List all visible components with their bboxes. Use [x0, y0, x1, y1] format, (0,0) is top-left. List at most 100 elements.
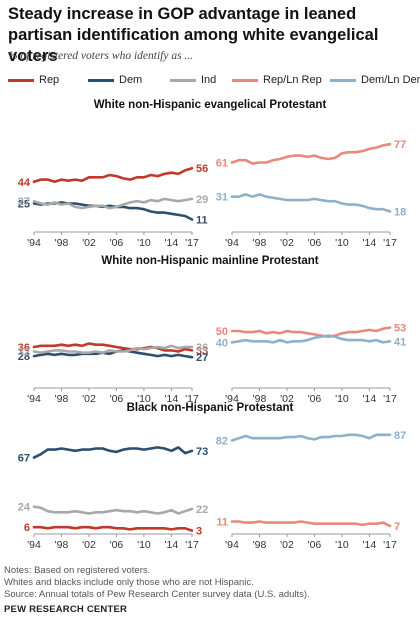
series-line-dem: [32, 201, 194, 221]
x-tick-label: '10: [335, 237, 349, 249]
panel-2: '94 '98 '02 '06 '10 '14 '17 61 77 31 18: [216, 139, 407, 249]
series-line-ind: [32, 344, 194, 355]
note-2: Whites and blacks include only those who…: [4, 577, 254, 588]
x-tick-label: '14: [363, 237, 377, 249]
x-tick-label: '17: [383, 393, 397, 405]
x-tick-label: '17: [383, 539, 397, 551]
panel-title-black: Black non-Hispanic Protestant: [126, 402, 294, 414]
x-tick-label: '02: [82, 237, 96, 249]
start-label-rep-ln-rep: 61: [216, 157, 228, 169]
x-tick-label: '94: [225, 539, 239, 551]
end-label-dem: 27: [196, 352, 208, 364]
legend-label-dem: Dem: [119, 74, 143, 86]
end-label-dem: 11: [196, 214, 208, 226]
x-tick-label: '02: [280, 539, 294, 551]
x-tick-label: '10: [137, 393, 151, 405]
note-1: Notes: Based on registered voters.: [4, 565, 151, 576]
note-3: Source: Annual totals of Pew Research Ce…: [4, 589, 310, 600]
x-tick-label: '98: [253, 237, 267, 249]
x-tick-label: '06: [308, 237, 322, 249]
x-tick-label: '17: [383, 237, 397, 249]
start-label-ind: 27: [18, 196, 30, 208]
start-label-dem-ln-dem: 31: [216, 192, 228, 204]
x-tick-label: '98: [253, 393, 267, 405]
x-tick-label: '14: [165, 237, 179, 249]
x-tick-label: '14: [165, 539, 179, 551]
end-label-dem-ln-dem: 87: [394, 430, 406, 442]
x-tick-label: '06: [308, 539, 322, 551]
start-label-ind: 24: [18, 502, 31, 514]
legend: Rep Dem Ind Rep/Ln Rep Dem/Ln Dem: [0, 74, 420, 90]
chart-subtitle: % of registered voters who identify as .…: [8, 50, 194, 62]
notes: Notes: Based on registered voters. White…: [4, 565, 414, 601]
start-label-rep: 44: [18, 177, 31, 189]
end-label-rep-ln-rep: 7: [394, 521, 400, 533]
legend-item-dem: Dem: [88, 74, 142, 86]
x-tick-label: '98: [55, 237, 69, 249]
series-line-dem-ln-dem: [230, 193, 392, 213]
legend-label-rep: Rep: [39, 74, 60, 86]
x-tick-label: '02: [280, 393, 294, 405]
x-tick-label: '17: [185, 539, 199, 551]
x-tick-label: '98: [253, 539, 267, 551]
panel-title-mainline: White non-Hispanic mainline Protestant: [101, 255, 319, 267]
x-tick-label: '10: [335, 539, 349, 551]
x-tick-label: '14: [363, 539, 377, 551]
brand-logo-text: PEW RESEARCH CENTER: [4, 604, 128, 615]
end-label-ind: 22: [196, 504, 208, 516]
legend-label-dem-ln-dem: Dem/Ln Dem: [361, 74, 420, 86]
series-line-dem-ln-dem: [230, 334, 392, 344]
x-tick-label: '06: [308, 393, 322, 405]
x-tick-label: '06: [110, 393, 124, 405]
panel-5: '94 '98 '02 '06 '10 '14 '17 6 3 67 73 24 22: [18, 446, 209, 551]
x-tick-label: '94: [27, 393, 41, 405]
end-label-ind: 29: [196, 194, 208, 206]
end-label-rep-ln-rep: 53: [394, 323, 406, 335]
x-tick-label: '17: [185, 393, 199, 405]
x-tick-label: '94: [225, 237, 239, 249]
x-tick-label: '10: [137, 237, 151, 249]
series-line-ind: [32, 197, 194, 210]
start-label-rep: 6: [24, 522, 30, 534]
end-label-rep-ln-rep: 77: [394, 139, 406, 151]
start-label-rep: 36: [18, 342, 30, 354]
series-line-rep: [32, 525, 194, 532]
series-line-dem-ln-dem: [230, 433, 392, 442]
series-line-rep-ln-rep: [230, 520, 392, 528]
x-tick-label: '02: [82, 539, 96, 551]
end-label-dem-ln-dem: 41: [394, 336, 406, 348]
start-label-dem-ln-dem: 82: [216, 436, 228, 448]
legend-swatch-ind: [170, 78, 196, 82]
legend-item-rep: Rep: [8, 74, 59, 86]
end-label-dem: 73: [196, 446, 208, 458]
start-label-ind: 32: [18, 347, 30, 359]
x-tick-label: '17: [185, 237, 199, 249]
panel-1: '94 '98 '02 '06 '10 '14 '17 44 56 25 11 27 29: [18, 163, 209, 249]
start-label-dem: 28: [18, 351, 30, 363]
legend-label-rep-ln-rep: Rep/Ln Rep: [263, 74, 322, 86]
x-tick-label: '14: [363, 393, 377, 405]
panel-6: '94 '98 '02 '06 '10 '14 '17 11 7 82 87: [216, 430, 407, 551]
x-tick-label: '94: [27, 539, 41, 551]
end-label-rep: 3: [196, 526, 202, 538]
end-label-rep: 56: [196, 163, 208, 175]
series-line-dem: [32, 349, 194, 359]
x-tick-label: '98: [55, 393, 69, 405]
start-label-rep-ln-rep: 50: [216, 326, 228, 338]
start-label-dem: 25: [18, 199, 30, 211]
x-tick-label: '14: [165, 393, 179, 405]
x-tick-label: '94: [27, 237, 41, 249]
start-label-dem: 67: [18, 453, 30, 465]
legend-swatch-rep: [8, 78, 34, 82]
end-label-rep: 33: [196, 345, 208, 357]
series-line-ind: [32, 505, 194, 515]
x-tick-label: '10: [137, 539, 151, 551]
series-line-rep-ln-rep: [230, 142, 392, 165]
series-line-rep: [32, 342, 194, 353]
x-tick-label: '06: [110, 539, 124, 551]
legend-swatch-dem-ln-dem: [330, 78, 356, 82]
legend-swatch-dem: [88, 78, 114, 82]
panel-4: '94 '98 '02 '06 '10 '14 '17 50 53 40 41: [216, 323, 407, 405]
series-line-rep: [32, 166, 194, 184]
